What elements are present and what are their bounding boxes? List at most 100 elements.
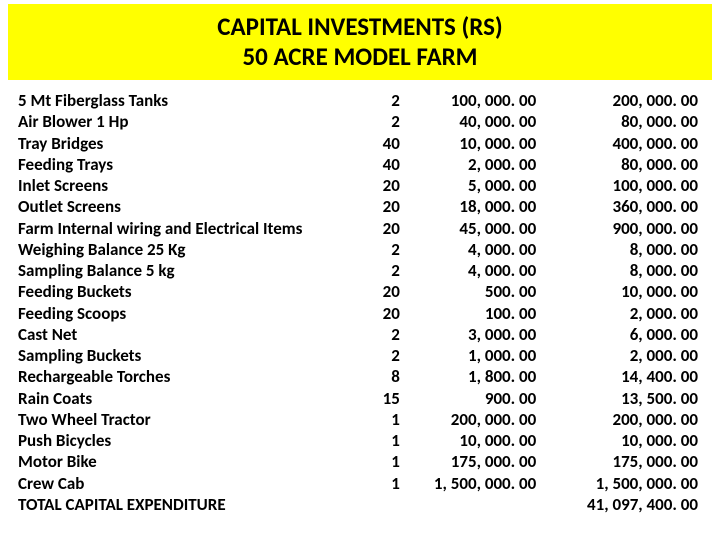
item-cell: Sampling Balance 5 kg	[18, 260, 351, 281]
table-row: Motor Bike1175, 000. 00175, 000. 00	[18, 451, 698, 472]
table-row: Inlet Screens205, 000. 00100, 000. 00	[18, 175, 698, 196]
investments-table: 5 Mt Fiberglass Tanks2100, 000. 00200, 0…	[18, 90, 698, 515]
unit-cell: 2, 000. 00	[400, 154, 536, 175]
total-cell: 13, 500. 00	[536, 388, 698, 409]
total-cell: 10, 000. 00	[536, 430, 698, 451]
item-cell: Outlet Screens	[18, 196, 351, 217]
item-cell: Sampling Buckets	[18, 345, 351, 366]
item-cell: Farm Internal wiring and Electrical Item…	[18, 218, 351, 239]
item-cell: Tray Bridges	[18, 133, 351, 154]
item-cell: Feeding Trays	[18, 154, 351, 175]
item-cell: Crew Cab	[18, 473, 351, 494]
total-cell: 175, 000. 00	[536, 451, 698, 472]
qty-cell: 1	[351, 409, 399, 430]
qty-cell: 2	[351, 239, 399, 260]
qty-cell: 2	[351, 90, 399, 111]
qty-cell: 20	[351, 218, 399, 239]
unit-cell: 3, 000. 00	[400, 324, 536, 345]
table-row: Feeding Buckets20500. 0010, 000. 00	[18, 281, 698, 302]
table-row: 5 Mt Fiberglass Tanks2100, 000. 00200, 0…	[18, 90, 698, 111]
item-cell: Rechargeable Torches	[18, 366, 351, 387]
title-line-2: 50 ACRE MODEL FARM	[8, 42, 712, 72]
investments-table-wrap: 5 Mt Fiberglass Tanks2100, 000. 00200, 0…	[0, 90, 720, 515]
qty-cell: 20	[351, 281, 399, 302]
table-row: Two Wheel Tractor1200, 000. 00200, 000. …	[18, 409, 698, 430]
total-cell: 2, 000. 00	[536, 345, 698, 366]
total-cell: 8, 000. 00	[536, 260, 698, 281]
total-label: TOTAL CAPITAL EXPENDITURE	[18, 494, 351, 515]
item-cell: Two Wheel Tractor	[18, 409, 351, 430]
table-row: Outlet Screens2018, 000. 00360, 000. 00	[18, 196, 698, 217]
unit-cell: 900. 00	[400, 388, 536, 409]
item-cell: Rain Coats	[18, 388, 351, 409]
qty-cell: 2	[351, 260, 399, 281]
qty-cell: 1	[351, 451, 399, 472]
total-cell: 80, 000. 00	[536, 154, 698, 175]
unit-cell: 40, 000. 00	[400, 111, 536, 132]
qty-cell: 1	[351, 473, 399, 494]
unit-cell: 10, 000. 00	[400, 133, 536, 154]
qty-cell: 2	[351, 324, 399, 345]
total-cell: 100, 000. 00	[536, 175, 698, 196]
item-cell: 5 Mt Fiberglass Tanks	[18, 90, 351, 111]
qty-cell: 20	[351, 196, 399, 217]
unit-cell: 100, 000. 00	[400, 90, 536, 111]
unit-cell: 500. 00	[400, 281, 536, 302]
unit-cell: 200, 000. 00	[400, 409, 536, 430]
unit-cell: 175, 000. 00	[400, 451, 536, 472]
qty-cell: 15	[351, 388, 399, 409]
unit-cell: 5, 000. 00	[400, 175, 536, 196]
total-cell: 400, 000. 00	[536, 133, 698, 154]
unit-cell: 45, 000. 00	[400, 218, 536, 239]
item-cell: Push Bicycles	[18, 430, 351, 451]
table-row: Rain Coats15900. 0013, 500. 00	[18, 388, 698, 409]
total-cell: 6, 000. 00	[536, 324, 698, 345]
qty-cell: 2	[351, 111, 399, 132]
unit-cell: 1, 800. 00	[400, 366, 536, 387]
total-cell: 8, 000. 00	[536, 239, 698, 260]
table-row: Crew Cab11, 500, 000. 001, 500, 000. 00	[18, 473, 698, 494]
qty-cell: 40	[351, 133, 399, 154]
table-row: Farm Internal wiring and Electrical Item…	[18, 218, 698, 239]
total-cell: 200, 000. 00	[536, 90, 698, 111]
unit-cell: 4, 000. 00	[400, 260, 536, 281]
unit-cell: 1, 500, 000. 00	[400, 473, 536, 494]
qty-cell: 40	[351, 154, 399, 175]
qty-cell: 20	[351, 175, 399, 196]
title-banner: CAPITAL INVESTMENTS (RS) 50 ACRE MODEL F…	[8, 4, 712, 80]
unit-cell: 100. 00	[400, 303, 536, 324]
total-cell: 900, 000. 00	[536, 218, 698, 239]
table-row: Tray Bridges4010, 000. 00400, 000. 00	[18, 133, 698, 154]
total-cell: 14, 400. 00	[536, 366, 698, 387]
unit-cell: 4, 000. 00	[400, 239, 536, 260]
total-cell: 2, 000. 00	[536, 303, 698, 324]
table-row: Feeding Trays402, 000. 0080, 000. 00	[18, 154, 698, 175]
table-row: Push Bicycles110, 000. 0010, 000. 00	[18, 430, 698, 451]
table-row: Air Blower 1 Hp240, 000. 0080, 000. 00	[18, 111, 698, 132]
table-row: Sampling Buckets21, 000. 002, 000. 00	[18, 345, 698, 366]
table-row: Cast Net23, 000. 006, 000. 00	[18, 324, 698, 345]
item-cell: Cast Net	[18, 324, 351, 345]
item-cell: Weighing Balance 25 Kg	[18, 239, 351, 260]
total-amount: 41, 097, 400. 00	[536, 494, 698, 515]
table-row: Rechargeable Torches81, 800. 0014, 400. …	[18, 366, 698, 387]
total-cell: 360, 000. 00	[536, 196, 698, 217]
item-cell: Feeding Buckets	[18, 281, 351, 302]
total-unit	[400, 494, 536, 515]
item-cell: Feeding Scoops	[18, 303, 351, 324]
qty-cell: 1	[351, 430, 399, 451]
table-row: Feeding Scoops20100. 002, 000. 00	[18, 303, 698, 324]
total-qty	[351, 494, 399, 515]
title-line-1: CAPITAL INVESTMENTS (RS)	[8, 12, 712, 42]
table-row: Weighing Balance 25 Kg24, 000. 008, 000.…	[18, 239, 698, 260]
qty-cell: 2	[351, 345, 399, 366]
qty-cell: 20	[351, 303, 399, 324]
total-row: TOTAL CAPITAL EXPENDITURE 41, 097, 400. 0…	[18, 494, 698, 515]
unit-cell: 18, 000. 00	[400, 196, 536, 217]
unit-cell: 1, 000. 00	[400, 345, 536, 366]
total-cell: 1, 500, 000. 00	[536, 473, 698, 494]
unit-cell: 10, 000. 00	[400, 430, 536, 451]
table-row: Sampling Balance 5 kg24, 000. 008, 000. …	[18, 260, 698, 281]
item-cell: Inlet Screens	[18, 175, 351, 196]
total-cell: 10, 000. 00	[536, 281, 698, 302]
